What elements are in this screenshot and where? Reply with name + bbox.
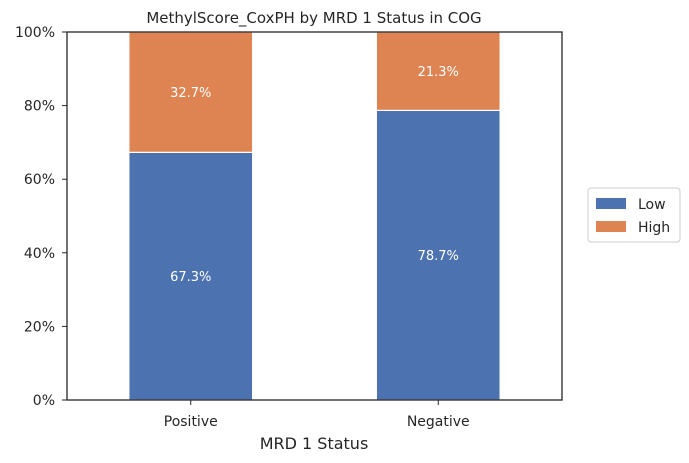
y-tick-label: 0% xyxy=(33,393,55,409)
bar-label-low-positive: 67.3% xyxy=(170,270,211,285)
chart-title: MethylScore_CoxPH by MRD 1 Status in COG xyxy=(146,9,481,28)
bar-high-positive xyxy=(128,31,254,153)
y-tick-label: 60% xyxy=(24,172,55,188)
x-axis-ticks: Positive Negative xyxy=(164,400,470,430)
y-tick-label: 80% xyxy=(24,99,55,115)
y-tick-label: 100% xyxy=(15,25,55,41)
bar-label-high-positive: 32.7% xyxy=(170,86,211,101)
x-tick-label-negative: Negative xyxy=(407,414,470,430)
bar-label-low-negative: 78.7% xyxy=(418,249,459,264)
plot-frame xyxy=(66,31,563,401)
legend-label-low: Low xyxy=(638,197,666,213)
bar-high-negative xyxy=(375,31,501,111)
x-tick-label-positive: Positive xyxy=(164,414,218,430)
bar-low-positive xyxy=(128,151,254,401)
legend-swatch-high xyxy=(596,221,626,232)
x-axis-label: MRD 1 Status xyxy=(260,434,369,453)
y-tick-label: 20% xyxy=(24,319,55,335)
bars-group: 67.3% 32.7% 78.7% 21.3% xyxy=(128,31,501,401)
legend: Low High xyxy=(587,187,681,243)
legend-label-high: High xyxy=(638,220,670,236)
bar-label-high-negative: 21.3% xyxy=(418,65,459,80)
legend-swatch-low xyxy=(596,198,626,209)
y-tick-label: 40% xyxy=(24,246,55,262)
y-axis-ticks: 0% 20% 40% 60% 80% 100% xyxy=(15,25,67,409)
